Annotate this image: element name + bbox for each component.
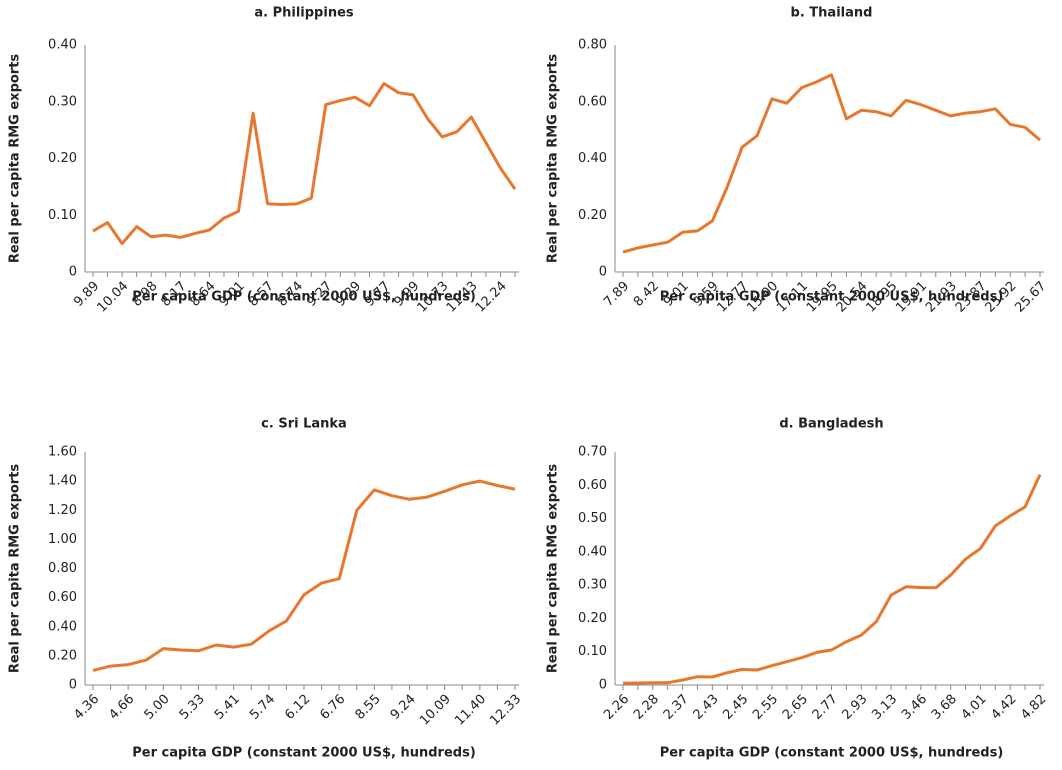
x-tick-label: 6.12 xyxy=(282,692,313,723)
x-tick-label: 2.77 xyxy=(810,692,841,723)
y-tick-label: 0.40 xyxy=(48,38,77,53)
y-tick-label: 0.30 xyxy=(48,94,77,109)
y-tick-label: 0.50 xyxy=(578,511,607,526)
x-tick-label: 3.68 xyxy=(929,692,960,723)
data-line xyxy=(622,473,1042,685)
x-tick-label: 7.89 xyxy=(601,279,632,310)
data-line xyxy=(92,479,516,672)
x-tick-label: 2.43 xyxy=(691,692,722,723)
x-tick-label: 8.55 xyxy=(353,692,384,723)
y-tick-label: 0.70 xyxy=(578,445,607,460)
y-tick-label: 1.60 xyxy=(48,445,77,460)
title: a. Philippines xyxy=(254,6,354,21)
y-tick-label: 0 xyxy=(69,265,77,280)
title: b. Thailand xyxy=(791,6,873,21)
title: d. Bangladesh xyxy=(779,417,883,432)
axis-label: Per capita GDP (constant 2000 US$, hundr… xyxy=(132,290,476,305)
x-tick-label: 8.42 xyxy=(631,279,662,310)
x-tick-label: 2.93 xyxy=(840,692,871,723)
axis-label: Real per capita RMG exports xyxy=(8,54,23,264)
x-tick-label: 5.00 xyxy=(142,692,173,723)
x-tick-label: 10.09 xyxy=(417,692,454,729)
x-tick-label: 2.45 xyxy=(720,692,751,723)
x-tick-label: 2.55 xyxy=(750,692,781,723)
x-tick-label: 4.66 xyxy=(106,692,137,723)
data-line xyxy=(622,73,1041,254)
data-line xyxy=(92,82,517,246)
y-tick-label: 0.60 xyxy=(578,478,607,493)
axis-label: Real per capita RMG exports xyxy=(546,54,561,264)
y-tick-label: 0.40 xyxy=(578,151,607,166)
y-tick-label: 0.20 xyxy=(578,208,607,223)
x-tick-label: 4.01 xyxy=(959,692,990,723)
y-tick-label: 0.40 xyxy=(48,619,77,634)
x-tick-label: 5.33 xyxy=(177,692,208,723)
title: c. Sri Lanka xyxy=(261,417,347,432)
x-tick-label: 5.74 xyxy=(247,692,278,723)
x-tick-label: 10.04 xyxy=(94,279,131,316)
y-tick-label: 0 xyxy=(599,265,607,280)
y-tick-label: 0.80 xyxy=(578,38,607,53)
axis-label: Per capita GDP (constant 2000 US$, hundr… xyxy=(132,746,476,761)
x-tick-label: 2.37 xyxy=(661,692,692,723)
x-tick-label: 5.41 xyxy=(212,692,243,723)
y-tick-label: 0 xyxy=(69,678,77,693)
x-tick-label: 4.82 xyxy=(1018,692,1049,723)
y-tick-label: 1.20 xyxy=(48,503,77,518)
y-tick-label: 0.60 xyxy=(48,590,77,605)
axis-label: Real per capita RMG exports xyxy=(546,464,561,674)
x-tick-label: 25.67 xyxy=(1012,279,1049,316)
x-tick-label: 4.36 xyxy=(71,692,102,723)
x-tick-label: 9.24 xyxy=(388,692,419,723)
x-tick-label: 2.28 xyxy=(631,692,662,723)
x-tick-label: 11.40 xyxy=(452,692,489,729)
x-tick-label: 2.26 xyxy=(601,692,632,723)
y-tick-label: 0.20 xyxy=(578,611,607,626)
y-tick-label: 0.40 xyxy=(578,544,607,559)
x-tick-label: 2.65 xyxy=(780,692,811,723)
y-tick-label: 0.80 xyxy=(48,561,77,576)
x-tick-label: 4.42 xyxy=(988,692,1019,723)
y-tick-label: 0.30 xyxy=(578,578,607,593)
y-tick-label: 0.60 xyxy=(578,94,607,109)
x-tick-label: 12.33 xyxy=(487,692,524,729)
y-tick-label: 0.20 xyxy=(48,151,77,166)
axis-label: Per capita GDP (constant 2000 US$, hundr… xyxy=(660,746,1004,761)
x-tick-label: 3.13 xyxy=(869,692,900,723)
y-tick-label: 0.10 xyxy=(48,208,77,223)
axis-label: Real per capita RMG exports xyxy=(8,464,23,674)
x-tick-label: 12.24 xyxy=(473,279,510,316)
y-tick-label: 0 xyxy=(599,678,607,693)
y-tick-label: 1.00 xyxy=(48,532,77,547)
y-tick-label: 0.20 xyxy=(48,648,77,663)
y-tick-label: 1.40 xyxy=(48,474,77,489)
x-tick-label: 6.76 xyxy=(317,692,348,723)
x-tick-label: 3.46 xyxy=(899,692,930,723)
axis-label: Per capita GDP (constant 2000 US$, hundr… xyxy=(660,290,1004,305)
y-tick-label: 0.10 xyxy=(578,644,607,659)
